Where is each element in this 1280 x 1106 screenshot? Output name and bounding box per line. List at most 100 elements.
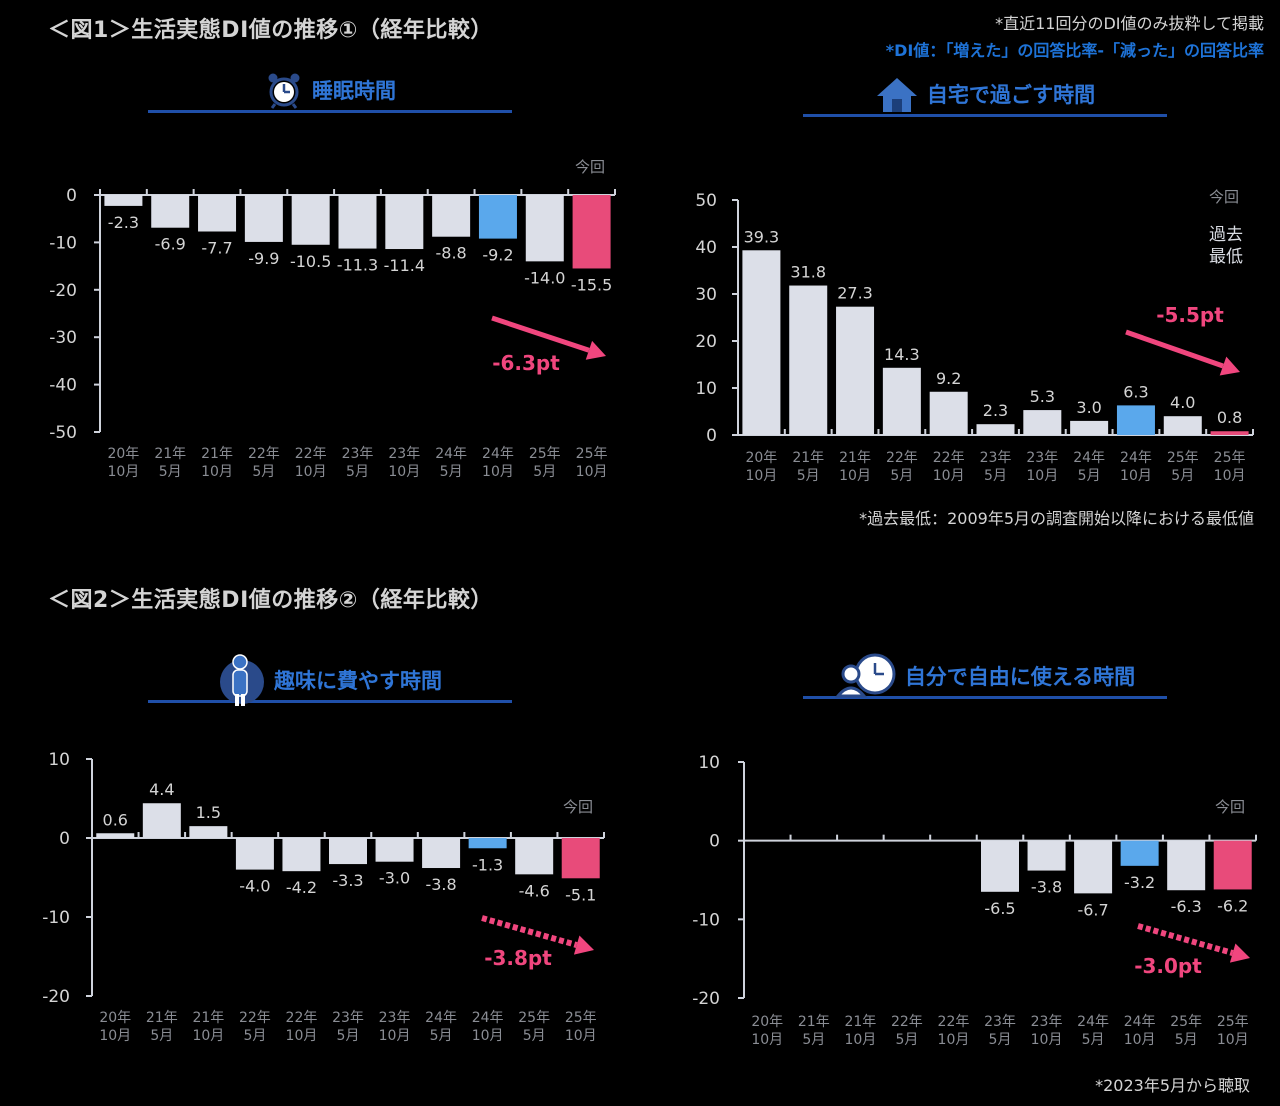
data-label: -4.0 xyxy=(239,877,270,896)
current-label: 今回 xyxy=(1209,188,1239,206)
y-tick-label: -20 xyxy=(692,989,720,1009)
category-label: 23年 5月 xyxy=(342,446,374,480)
bar xyxy=(338,195,377,249)
person-icon xyxy=(220,654,264,706)
current-label: 今回 xyxy=(575,158,605,176)
data-label: -6.3 xyxy=(1171,897,1202,916)
y-tick-label: -10 xyxy=(49,233,77,253)
bar xyxy=(976,424,1015,435)
bar xyxy=(561,838,600,879)
data-label: -3.2 xyxy=(1124,873,1155,892)
chart-free: 10 0 -10 -20 20年 10月 21年 5月 21年 10月 22年 5月 22年 10月 -6.… xyxy=(692,753,1257,1048)
bar xyxy=(515,838,554,875)
data-label: -15.5 xyxy=(571,275,612,294)
category-label: 22年 10月 xyxy=(295,446,327,480)
data-label: -6.7 xyxy=(1077,900,1108,919)
data-label: -5.1 xyxy=(565,885,596,904)
panel-heading-free: 自分で自由に使える時間 xyxy=(803,653,1167,699)
figure1-title: ＜図1＞生活実態DI値の推移①（経年比較） xyxy=(48,18,493,43)
data-label: -14.0 xyxy=(524,268,565,287)
category-label: 22年 5月 xyxy=(248,446,280,480)
data-label: 14.3 xyxy=(884,345,920,364)
panel-heading-home: 自宅で過ごす時間 xyxy=(803,74,1167,117)
category-label: 25年 10月 xyxy=(576,446,608,480)
bar xyxy=(572,195,611,269)
bar xyxy=(432,195,471,237)
current-label: 今回 xyxy=(563,798,593,816)
y-tick-label: 30 xyxy=(695,285,717,305)
change-label: -3.0pt xyxy=(1134,954,1202,978)
category-label: 21年 10月 xyxy=(201,446,233,480)
category-label: 25年 10月 xyxy=(1217,1014,1249,1048)
data-label: 27.3 xyxy=(837,284,873,303)
category-label: 24年 5月 xyxy=(1073,450,1105,484)
y-tick-label: 20 xyxy=(695,332,717,352)
footnote-from-2023: *2023年5月から聴取 xyxy=(1095,1076,1250,1095)
bar xyxy=(478,195,517,239)
category-label: 22年 5月 xyxy=(886,450,918,484)
panel-heading-sleep: 睡眠時間 xyxy=(148,70,512,113)
category-label: 23年 10月 xyxy=(379,1010,411,1044)
category-label: 25年 5月 xyxy=(529,446,561,480)
change-label: -6.3pt xyxy=(492,351,560,375)
y-tick-label: -20 xyxy=(42,987,70,1007)
bar xyxy=(1210,431,1249,435)
category-label: 21年 5月 xyxy=(798,1014,830,1048)
y-tick-label: 10 xyxy=(48,750,70,770)
bar xyxy=(189,826,228,838)
house-icon xyxy=(876,78,917,112)
data-label: -6.2 xyxy=(1217,896,1248,915)
data-label: 4.0 xyxy=(1170,393,1195,412)
trend-arrow-line xyxy=(1137,923,1234,956)
y-tick-label: -40 xyxy=(49,376,77,396)
category-label: 21年 5月 xyxy=(792,450,824,484)
y-tick-label: -10 xyxy=(692,910,720,930)
bar xyxy=(981,840,1019,892)
note-recent: *直近11回分のDI値のみ抜粋して掲載 xyxy=(995,14,1264,33)
bar xyxy=(375,838,414,862)
y-tick-label: -30 xyxy=(49,328,77,348)
category-label: 22年 5月 xyxy=(239,1010,271,1044)
data-label: -3.3 xyxy=(332,871,363,890)
bar xyxy=(1070,420,1109,435)
chart-hobby: 10 0 -10 -20 0.6 20年 10月 4.4 21年 5月 1.5 21年 10月 -4.0 2… xyxy=(42,750,605,1044)
bar xyxy=(1023,410,1062,435)
trend-arrow-head xyxy=(585,340,606,360)
category-label: 25年 10月 xyxy=(565,1010,597,1044)
category-label: 24年 10月 xyxy=(1124,1014,1156,1048)
category-label: 25年 5月 xyxy=(518,1010,550,1044)
category-label: 22年 10月 xyxy=(286,1010,318,1044)
alarm-clock-icon xyxy=(268,73,300,109)
bar xyxy=(1213,840,1252,890)
data-label: -10.5 xyxy=(290,252,331,271)
chart-home: 50 40 30 20 10 0 39.3 20年 10月 31.8 21年 5月 27.3 21年 10月… xyxy=(695,188,1254,484)
category-label: 20年 10月 xyxy=(99,1010,131,1044)
data-label: -8.8 xyxy=(436,244,467,263)
y-tick-label: -10 xyxy=(42,908,70,928)
trend-arrow-line xyxy=(1125,329,1224,369)
y-tick-label: 10 xyxy=(695,379,717,399)
data-label: 3.0 xyxy=(1076,398,1101,417)
bar xyxy=(1120,840,1159,866)
panel-title-free: 自分で自由に使える時間 xyxy=(904,665,1136,689)
bar xyxy=(1163,416,1202,435)
category-label: 25年 5月 xyxy=(1167,450,1199,484)
y-tick-label: 0 xyxy=(709,832,720,852)
bar xyxy=(1167,840,1206,891)
bar xyxy=(142,803,181,838)
category-label: 25年 5月 xyxy=(1170,1014,1202,1048)
category-label: 21年 10月 xyxy=(844,1014,876,1048)
category-label: 24年 10月 xyxy=(1120,450,1152,484)
category-label: 23年 5月 xyxy=(984,1014,1016,1048)
data-label: -6.9 xyxy=(155,235,186,254)
data-label: 0.6 xyxy=(103,810,128,829)
data-label: 4.4 xyxy=(149,780,174,799)
data-label: 5.3 xyxy=(1030,387,1055,406)
footnote-record-low: *過去最低：2009年5月の調査開始以降における最低値 xyxy=(859,509,1254,528)
bar xyxy=(789,285,828,435)
trend-arrow-head xyxy=(573,935,594,955)
trend-arrow-line xyxy=(491,315,590,353)
category-label: 21年 10月 xyxy=(839,450,871,484)
data-label: -3.8 xyxy=(425,875,456,894)
data-label: 39.3 xyxy=(744,227,780,246)
